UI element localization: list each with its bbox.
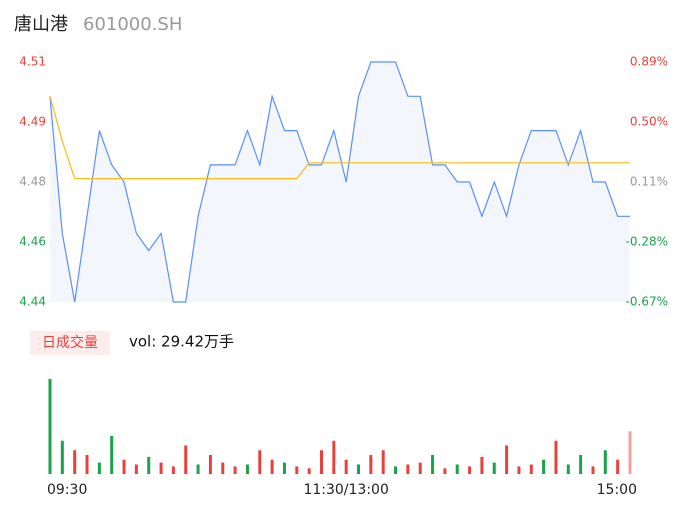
volume-bar [381,450,385,474]
volume-badge: 日成交量 [42,334,98,351]
volume-bar [258,450,262,474]
volume-bar [85,455,89,474]
volume-bar [431,455,435,474]
y-tick-label: 4.48 [19,175,46,189]
volume-bar [566,464,570,474]
price-area [50,62,630,302]
volume-bar [319,450,323,474]
volume-bar [455,464,459,474]
volume-bar [196,464,200,474]
volume-bar [357,464,361,474]
volume-bar [344,459,348,474]
volume-bar [332,440,336,474]
y-tick-label: 4.49 [19,115,46,129]
volume-bar [282,462,286,474]
volume-bar [122,459,126,474]
volume-bar [554,440,558,474]
volume-bar [542,459,546,474]
average-line [49,96,630,180]
volume-bar [480,456,484,474]
y2-tick-label: -0.28% [626,235,668,249]
y-tick-label: 4.46 [19,235,46,249]
volume-bar [443,468,447,474]
volume-bar [418,462,422,474]
y2-tick-label: 0.50% [630,115,668,129]
volume-bar [616,459,620,474]
volume-bar [628,431,632,474]
x-tick-label: 15:00 [597,482,637,498]
volume-bar [517,466,521,474]
volume-bar [394,466,398,474]
volume-bar [184,445,188,474]
volume-bar [221,462,225,474]
price-line [49,61,630,303]
volume-bar [468,466,472,474]
y2-tick-label: 0.11% [630,175,668,189]
volume-bar [505,445,509,474]
y-tick-label: 4.44 [19,295,46,309]
volume-bar [208,455,212,474]
volume-bar [406,464,410,474]
y2-tick-label: -0.67% [626,295,668,309]
volume-bar [591,466,595,474]
volume-label: vol: 29.42万手 [129,333,234,351]
volume-bar [147,456,151,474]
stock-name: 唐山港 [14,14,68,35]
volume-bar [73,450,77,474]
volume-bar [492,462,496,474]
volume-bar [97,462,101,474]
volume-bar [307,468,311,474]
volume-bar [529,464,533,474]
x-tick-label: 11:30/13:00 [303,482,388,498]
y2-tick-label: 0.89% [630,55,668,69]
volume-bar [110,436,114,474]
y-tick-label: 4.51 [19,55,46,69]
stock-code: 601000.SH [83,14,182,35]
volume-bar [233,466,237,474]
volume-bar [60,440,64,474]
volume-bar [369,455,373,474]
volume-bar [159,462,163,474]
badge-bg [30,331,110,355]
volume-bar [134,464,138,474]
volume-bar [270,459,274,474]
volume-bar [171,466,175,474]
volume-bar [579,455,583,474]
volume-bar [48,379,52,474]
volume-bar [245,464,249,474]
volume-bar [295,466,299,474]
x-tick-label: 09:30 [47,482,87,498]
volume-bar [603,450,607,474]
